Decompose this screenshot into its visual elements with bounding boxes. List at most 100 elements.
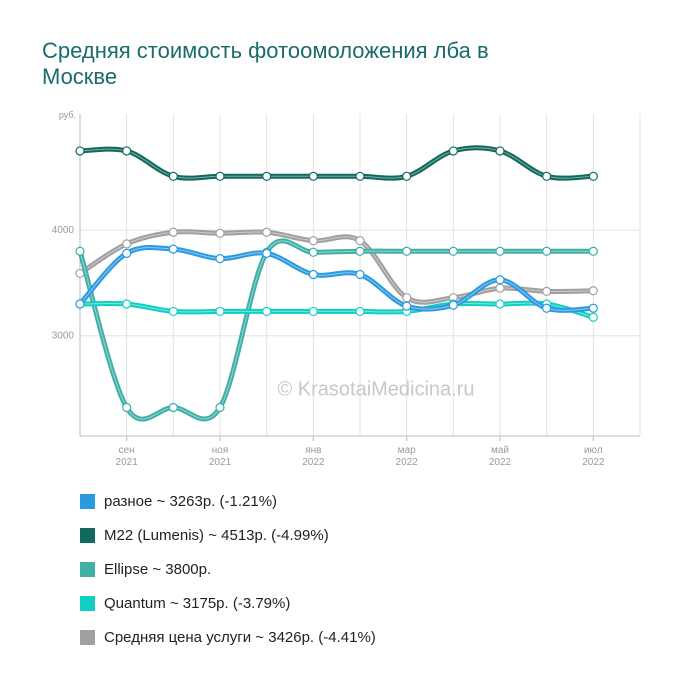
series-4-point[interactable] — [355, 236, 365, 246]
series-0-point[interactable] — [355, 269, 365, 280]
legend-swatch — [80, 595, 95, 611]
chart-series — [75, 145, 598, 422]
series-4-point[interactable] — [495, 283, 505, 293]
series-0-point[interactable] — [448, 300, 458, 310]
series-2-point[interactable] — [542, 246, 552, 256]
y-axis-ticks: руб. 3000 4000 — [52, 110, 76, 342]
legend-item[interactable]: Ellipse ~ 3800р. — [80, 552, 376, 586]
series-1-point[interactable] — [355, 171, 365, 181]
series-4-line-highlight — [79, 231, 594, 303]
series-0-point[interactable] — [588, 303, 598, 313]
legend-item[interactable]: M22 (Lumenis) ~ 4513р. (-4.99%) — [80, 518, 376, 552]
series-4 — [75, 227, 598, 305]
x-tick-month: янв — [305, 445, 321, 456]
series-2-point[interactable] — [355, 246, 365, 256]
series-0-point[interactable] — [168, 244, 178, 254]
series-2-point[interactable] — [308, 247, 318, 257]
series-1-point[interactable] — [215, 171, 225, 181]
series-3-point[interactable] — [215, 306, 225, 317]
series-3-point[interactable] — [308, 306, 318, 317]
watermark: © KrasotaiMedicina.ru — [277, 378, 474, 400]
x-tick-year: 2022 — [302, 457, 325, 468]
series-1-point[interactable] — [588, 171, 598, 181]
series-2-point[interactable] — [122, 402, 132, 413]
series-1-point[interactable] — [75, 146, 85, 156]
legend-label: Ellipse ~ 3800р. — [104, 560, 212, 578]
x-tick-year: 2021 — [116, 457, 139, 468]
series-3-line — [77, 300, 596, 320]
x-tick-year: 2022 — [582, 457, 605, 468]
series-0-point[interactable] — [122, 248, 132, 258]
legend-swatch — [80, 629, 95, 645]
series-2-point[interactable] — [402, 246, 412, 256]
series-2-point[interactable] — [448, 246, 458, 256]
series-1-point[interactable] — [542, 171, 552, 181]
series-0-line — [77, 244, 596, 313]
x-tick-month: май — [491, 445, 509, 456]
series-2-point[interactable] — [168, 402, 178, 413]
series-1 — [75, 145, 598, 181]
series-0-point[interactable] — [262, 248, 272, 258]
series-2 — [75, 238, 598, 422]
series-4-point[interactable] — [588, 286, 598, 296]
series-2-point[interactable] — [495, 246, 505, 256]
legend-item[interactable]: Quantum ~ 3175р. (-3.79%) — [80, 586, 376, 620]
series-1-line — [77, 145, 596, 181]
series-1-point[interactable] — [402, 171, 412, 181]
legend-swatch — [80, 527, 95, 543]
series-3-point[interactable] — [355, 306, 365, 317]
series-2-point[interactable] — [75, 246, 85, 256]
x-tick-year: 2022 — [396, 457, 419, 468]
legend-label: Средняя цена услуги ~ 3426р. (-4.41%) — [104, 628, 376, 646]
series-3-point[interactable] — [588, 312, 598, 322]
y-tick-label: 4000 — [52, 225, 75, 236]
y-axis-unit: руб. — [59, 110, 76, 120]
series-0-point[interactable] — [495, 275, 505, 285]
series-4-line — [77, 229, 596, 305]
series-3-point[interactable] — [495, 299, 505, 309]
series-1-point[interactable] — [262, 171, 272, 181]
series-1-point[interactable] — [122, 146, 132, 156]
series-3-point[interactable] — [262, 306, 272, 317]
series-4-point[interactable] — [122, 239, 132, 249]
series-4-point[interactable] — [402, 293, 412, 303]
series-1-point[interactable] — [308, 171, 318, 181]
series-3-point[interactable] — [168, 306, 178, 317]
series-4-point[interactable] — [542, 286, 552, 296]
x-tick-month: июл — [584, 445, 603, 456]
chart-legend: разное ~ 3263р. (-1.21%) M22 (Lumenis) ~ … — [80, 484, 376, 654]
series-0 — [75, 244, 598, 313]
legend-label: Quantum ~ 3175р. (-3.79%) — [104, 594, 291, 612]
series-0-line-highlight — [79, 246, 594, 311]
series-0-point[interactable] — [542, 303, 552, 313]
series-1-point[interactable] — [168, 171, 178, 181]
series-4-point[interactable] — [308, 236, 318, 246]
x-tick-year: 2022 — [489, 457, 512, 468]
legend-label: M22 (Lumenis) ~ 4513р. (-4.99%) — [104, 526, 329, 544]
x-tick-month: ноя — [212, 445, 229, 456]
legend-swatch — [80, 561, 95, 577]
chart-grid — [79, 114, 641, 437]
series-0-point[interactable] — [215, 254, 225, 264]
legend-item[interactable]: разное ~ 3263р. (-1.21%) — [80, 484, 376, 518]
series-2-point[interactable] — [215, 402, 225, 413]
x-tick-month: мар — [398, 445, 416, 456]
series-4-point[interactable] — [168, 227, 178, 237]
series-1-point[interactable] — [495, 146, 505, 156]
series-0-point[interactable] — [75, 299, 85, 309]
series-1-point[interactable] — [448, 146, 458, 156]
series-4-point[interactable] — [215, 228, 225, 238]
series-0-point[interactable] — [308, 269, 318, 280]
series-0-point[interactable] — [402, 301, 412, 311]
series-3-point[interactable] — [122, 299, 132, 309]
legend-item[interactable]: Средняя цена услуги ~ 3426р. (-4.41%) — [80, 620, 376, 654]
series-3 — [75, 299, 598, 322]
series-4-point[interactable] — [262, 227, 272, 237]
y-tick-label: 3000 — [52, 331, 75, 342]
x-axis-ticks: сен2021ноя2021янв2022мар2022май2022июл20… — [116, 436, 605, 468]
legend-swatch — [80, 493, 95, 509]
chart-title: Средняя стоимость фотоомоложения лба в М… — [42, 38, 489, 89]
legend-label: разное ~ 3263р. (-1.21%) — [104, 492, 278, 510]
series-2-point[interactable] — [588, 246, 598, 256]
